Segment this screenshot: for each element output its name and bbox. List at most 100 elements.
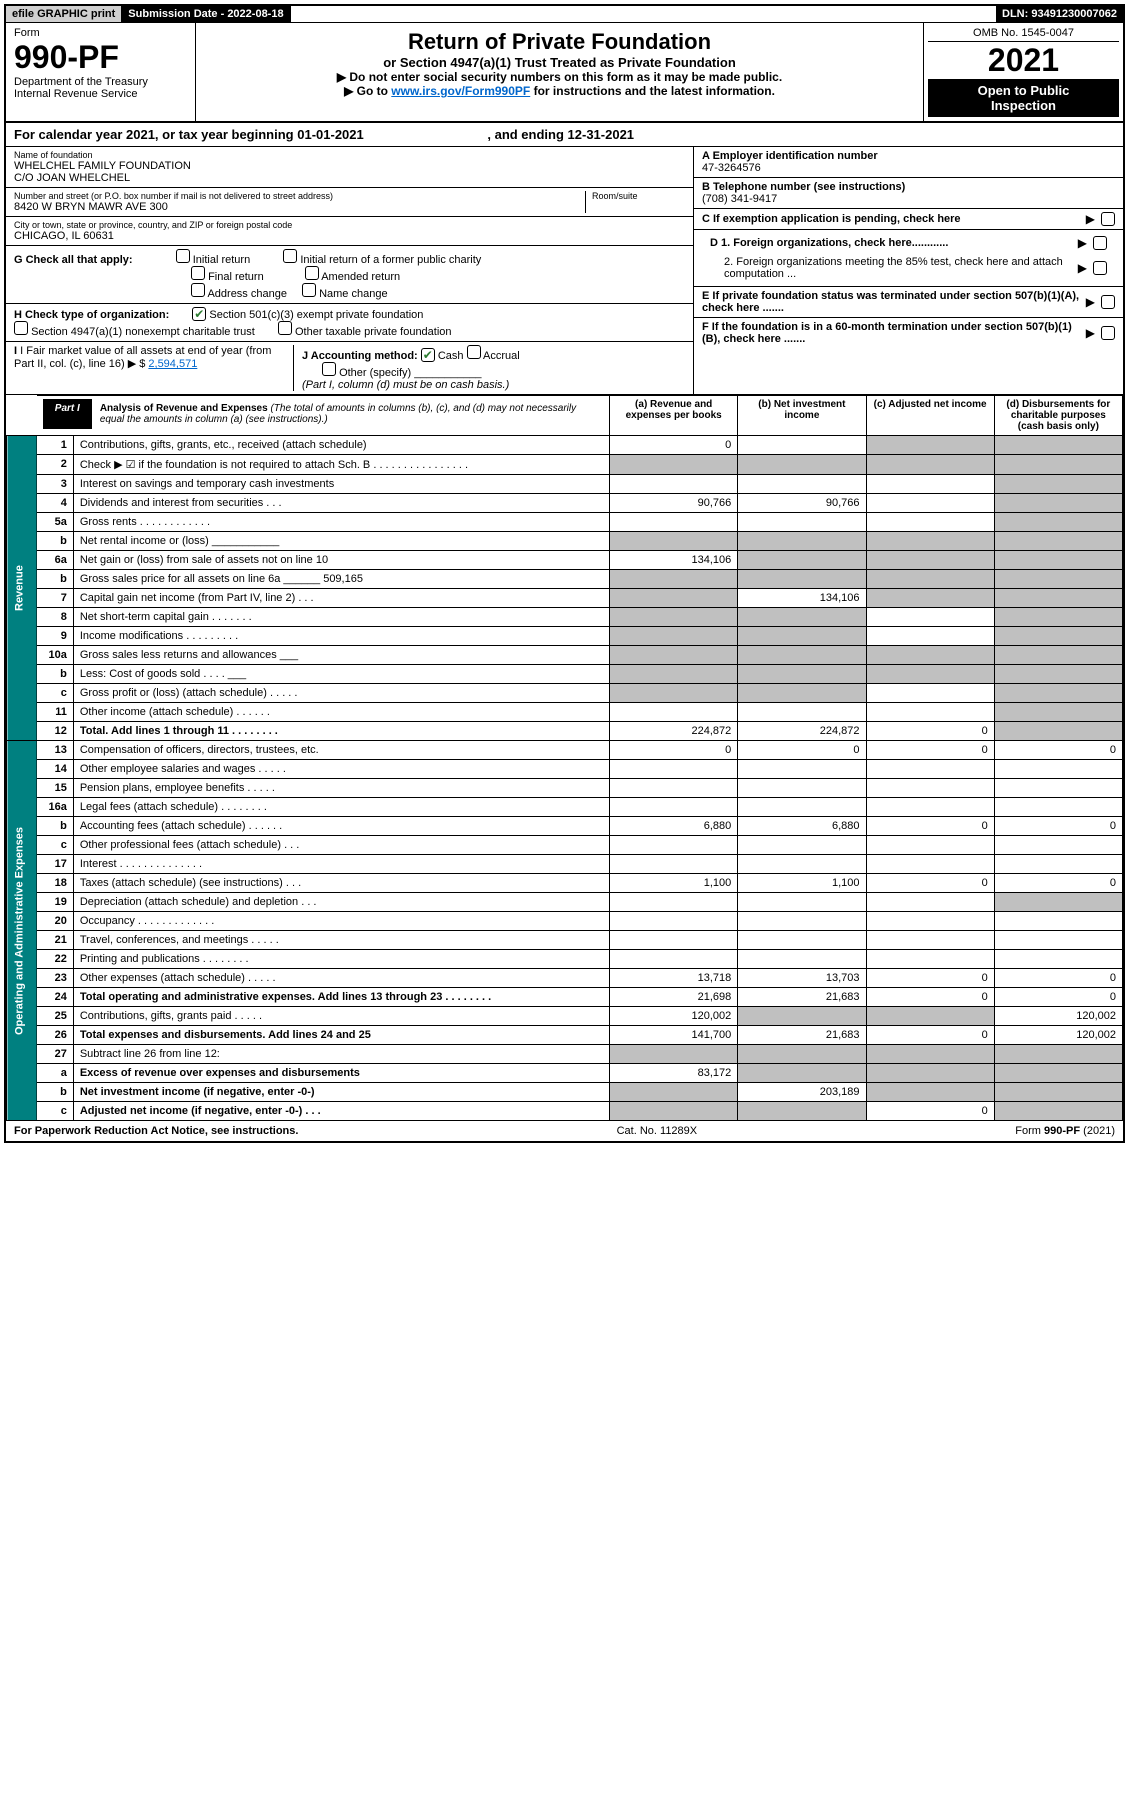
line-desc: Capital gain net income (from Part IV, l… <box>73 589 609 608</box>
line-desc: Subtract line 26 from line 12: <box>73 1045 609 1064</box>
page-footer: For Paperwork Reduction Act Notice, see … <box>6 1121 1123 1141</box>
amount-cell <box>866 760 994 779</box>
cash-checkbox[interactable] <box>421 348 435 362</box>
amount-cell: 21,683 <box>738 988 866 1007</box>
table-row: cAdjusted net income (if negative, enter… <box>7 1102 1123 1121</box>
table-row: 7Capital gain net income (from Part IV, … <box>7 589 1123 608</box>
amount-cell <box>866 950 994 969</box>
line-number: b <box>37 817 74 836</box>
line-number: b <box>37 1083 74 1102</box>
amount-cell <box>994 665 1122 684</box>
table-row: 10aGross sales less returns and allowanc… <box>7 646 1123 665</box>
line-number: c <box>37 684 74 703</box>
line-number: 16a <box>37 798 74 817</box>
amount-cell <box>866 665 994 684</box>
line-desc: Gross rents . . . . . . . . . . . . <box>73 513 609 532</box>
name-change-checkbox[interactable] <box>302 283 316 297</box>
amount-cell: 0 <box>994 741 1122 760</box>
line-desc: Net investment income (if negative, ente… <box>73 1083 609 1102</box>
amount-cell <box>994 684 1122 703</box>
terminated-checkbox[interactable] <box>1101 295 1115 309</box>
col-d-header: (d) Disbursements for charitable purpose… <box>994 396 1122 436</box>
amount-cell <box>994 1083 1122 1102</box>
address-change-checkbox[interactable] <box>191 283 205 297</box>
table-row: 22Printing and publications . . . . . . … <box>7 950 1123 969</box>
amount-cell <box>738 855 866 874</box>
amount-cell: 0 <box>866 1102 994 1121</box>
amount-cell: 224,872 <box>738 722 866 741</box>
amount-cell: 0 <box>994 817 1122 836</box>
line-desc: Gross profit or (loss) (attach schedule)… <box>73 684 609 703</box>
501c3-checkbox[interactable] <box>192 307 206 321</box>
amount-cell: 120,002 <box>994 1026 1122 1045</box>
part1-tab: Part I <box>43 399 92 429</box>
other-taxable-checkbox[interactable] <box>278 321 292 335</box>
amount-cell <box>738 532 866 551</box>
amount-cell <box>866 684 994 703</box>
tax-year: 2021 <box>928 42 1119 79</box>
line-desc: Travel, conferences, and meetings . . . … <box>73 931 609 950</box>
initial-return-checkbox[interactable] <box>176 249 190 263</box>
submission-date: Submission Date - 2022-08-18 <box>122 6 290 22</box>
accrual-checkbox[interactable] <box>467 345 481 359</box>
foundation-name-cell: Name of foundation WHELCHEL FAMILY FOUND… <box>6 147 693 188</box>
amount-cell <box>866 608 994 627</box>
amount-cell <box>866 646 994 665</box>
amount-cell: 0 <box>994 988 1122 1007</box>
table-row: cGross profit or (loss) (attach schedule… <box>7 684 1123 703</box>
efile-label[interactable]: efile GRAPHIC print <box>6 6 122 22</box>
amount-cell <box>994 703 1122 722</box>
amount-cell <box>738 436 866 455</box>
final-return-checkbox[interactable] <box>191 266 205 280</box>
amount-cell <box>994 532 1122 551</box>
table-row: 15Pension plans, employee benefits . . .… <box>7 779 1123 798</box>
amount-cell <box>610 798 738 817</box>
line-desc: Other professional fees (attach schedule… <box>73 836 609 855</box>
foreign-org-checkbox[interactable] <box>1093 236 1107 250</box>
line-number: c <box>37 836 74 855</box>
fmv-value[interactable]: 2,594,571 <box>148 358 197 370</box>
amount-cell: 0 <box>866 988 994 1007</box>
table-row: Revenue1Contributions, gifts, grants, et… <box>7 436 1123 455</box>
amount-cell <box>994 570 1122 589</box>
line-number: 4 <box>37 494 74 513</box>
amount-cell <box>866 1045 994 1064</box>
amount-cell: 0 <box>994 969 1122 988</box>
amount-cell <box>866 893 994 912</box>
amount-cell <box>866 570 994 589</box>
amount-cell <box>610 950 738 969</box>
form-label: Form <box>14 27 187 39</box>
amount-cell: 0 <box>866 874 994 893</box>
form-number: 990-PF <box>14 39 187 76</box>
top-bar: efile GRAPHIC print Submission Date - 20… <box>6 6 1123 23</box>
line-number: 14 <box>37 760 74 779</box>
table-row: 26Total expenses and disbursements. Add … <box>7 1026 1123 1045</box>
section-c: C If exemption application is pending, c… <box>694 209 1123 230</box>
amount-cell <box>610 931 738 950</box>
former-charity-checkbox[interactable] <box>283 249 297 263</box>
amount-cell: 0 <box>738 741 866 760</box>
irs-link[interactable]: www.irs.gov/Form990PF <box>391 84 530 98</box>
amount-cell: 21,683 <box>738 1026 866 1045</box>
amount-cell <box>738 760 866 779</box>
amount-cell <box>610 627 738 646</box>
other-method-checkbox[interactable] <box>322 362 336 376</box>
line-desc: Other employee salaries and wages . . . … <box>73 760 609 779</box>
amount-cell <box>866 1083 994 1102</box>
amended-checkbox[interactable] <box>305 266 319 280</box>
col-b-header: (b) Net investment income <box>738 396 866 436</box>
85pct-checkbox[interactable] <box>1093 261 1107 275</box>
60month-checkbox[interactable] <box>1101 326 1115 340</box>
table-row: bNet rental income or (loss) ___________ <box>7 532 1123 551</box>
table-row: 23Other expenses (attach schedule) . . .… <box>7 969 1123 988</box>
amount-cell <box>994 475 1122 494</box>
line-number: 13 <box>37 741 74 760</box>
amount-cell <box>994 893 1122 912</box>
line-desc: Income modifications . . . . . . . . . <box>73 627 609 646</box>
exemption-checkbox[interactable] <box>1101 212 1115 226</box>
4947-checkbox[interactable] <box>14 321 28 335</box>
line-desc: Less: Cost of goods sold . . . . ___ <box>73 665 609 684</box>
table-row: aExcess of revenue over expenses and dis… <box>7 1064 1123 1083</box>
line-number: 10a <box>37 646 74 665</box>
part1-title: Analysis of Revenue and Expenses (The to… <box>92 399 603 429</box>
